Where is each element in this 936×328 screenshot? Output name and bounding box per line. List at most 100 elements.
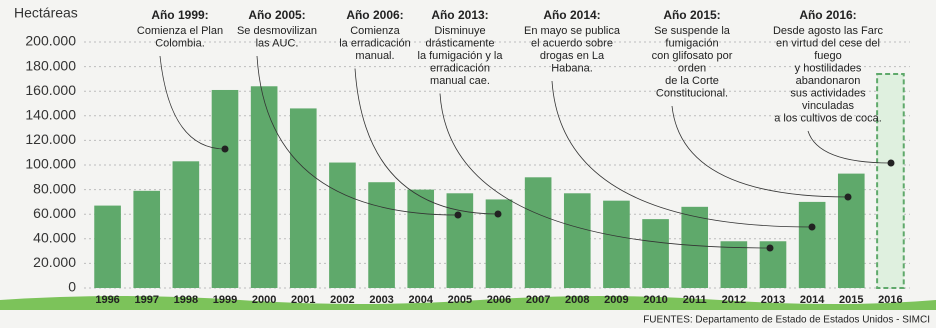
bar: [133, 190, 161, 288]
y-tick-label: 60.000: [33, 205, 76, 221]
bars: [94, 72, 905, 290]
grass: [0, 296, 936, 310]
leader-line: [256, 55, 459, 216]
x-tick-label: 1999: [213, 294, 237, 306]
annotation-line: fumigación: [665, 37, 718, 49]
leader-line: [671, 105, 849, 198]
bar: [837, 173, 865, 288]
annotation-line: abandonaron: [796, 75, 861, 87]
annotation-line: Habana.: [551, 62, 593, 74]
annotation-title: Año 2014:: [543, 8, 600, 22]
y-tick-label: 120.000: [25, 131, 76, 147]
labels: 0 20.000 40.000 60.000 80.000 100.000 120.000 1…: [25, 33, 902, 306]
x-tick-label: 2014: [800, 294, 825, 306]
annotation-line: manual.: [355, 50, 394, 62]
x-tick-label: 2013: [761, 294, 785, 306]
x-tick-label: 2011: [683, 294, 707, 306]
leader-line: [439, 93, 771, 249]
x-tick-label: 2009: [604, 294, 628, 306]
y-tick-label: 160.000: [25, 82, 76, 98]
bar: [407, 189, 435, 288]
y-tick-label: 80.000: [33, 180, 76, 196]
leader-line: [354, 68, 499, 215]
bar: [94, 205, 121, 288]
y-tick-label: 0: [68, 279, 76, 295]
annotation-title: Año 2016:: [799, 8, 856, 22]
annotation-line: fuego: [814, 50, 842, 62]
leader-dot: [454, 211, 462, 219]
leader-line: [551, 80, 813, 228]
y-tick-label: 200.000: [25, 33, 76, 49]
annotation-line: orden: [678, 62, 706, 74]
annotation-line: Constitucional.: [656, 87, 728, 99]
y-tick-label: 100.000: [25, 156, 76, 172]
y-axis-label: Hectáreas: [14, 5, 78, 21]
bar: [876, 72, 905, 290]
bar: [642, 219, 669, 288]
x-tick-label: 2015: [839, 294, 863, 306]
leader-dot: [766, 244, 774, 252]
x-tick-label: 2003: [369, 294, 393, 306]
x-tick-label: 2000: [252, 294, 276, 306]
leader-dot: [494, 210, 502, 218]
annotation-line: drogas en La: [540, 50, 605, 62]
annotation-line: el acuerdo sobre: [531, 37, 613, 49]
bar: [250, 86, 278, 288]
leader-line: [159, 55, 226, 150]
source: FUENTES: Departamento de Estado de Estad…: [643, 315, 930, 326]
leader-line: [807, 130, 892, 164]
annotation-line: Comienza: [350, 25, 400, 37]
leader-dot: [221, 145, 229, 153]
annotation-title: Año 1999:: [151, 8, 208, 22]
annotation-line: Disminuye: [434, 25, 485, 37]
annotation-line: vinculadas: [802, 100, 854, 112]
annotation-line: Desde agosto las Farc: [773, 25, 884, 37]
annotation-title: Año 2006:: [346, 8, 403, 22]
bar: [563, 193, 591, 288]
x-tick-label: 2002: [330, 294, 354, 306]
annotation-line: sus actividades: [790, 87, 866, 99]
annotation-line: manual cae.: [430, 75, 490, 87]
bar: [211, 89, 239, 288]
x-tick-label: 2012: [722, 294, 746, 306]
annotation-line: con glifosato por: [652, 50, 733, 62]
bar: [681, 206, 709, 288]
bar: [329, 162, 356, 288]
bar: [798, 201, 826, 288]
x-tick-label: 2007: [526, 294, 550, 306]
annotation-line: la fumigación y la: [418, 50, 504, 62]
x-tick-label: 2004: [408, 294, 433, 306]
x-tick-label: 1997: [134, 294, 158, 306]
bar: [524, 177, 552, 288]
annotation-line: Comienza el Plan: [137, 25, 223, 37]
x-tick-label: 1996: [95, 294, 119, 306]
annotation-title: Año 2005:: [248, 8, 305, 22]
x-tick-label: 2008: [565, 294, 589, 306]
annotation-line: Se desmovilizan: [237, 25, 317, 37]
annotation-line: en virtud del cese del: [776, 37, 880, 49]
annotation-line: Colombia.: [155, 37, 205, 49]
bar: [720, 241, 748, 288]
annotation-title: Año 2015:: [663, 8, 720, 22]
annotation-line: drásticamente: [425, 37, 494, 49]
x-tick-label: 2001: [291, 294, 315, 306]
x-tick-label: 1998: [174, 294, 198, 306]
x-tick-label: 2006: [487, 294, 511, 306]
annotation-line: En mayo se publica: [524, 25, 621, 37]
bar: [172, 161, 200, 288]
annotation-line: de la Corte: [665, 75, 719, 87]
bar: [446, 193, 474, 288]
annotation-line: y hostilidades: [795, 62, 862, 74]
x-tick-label: 2010: [643, 294, 667, 306]
annotation-line: la erradicación: [339, 37, 411, 49]
x-tick-label: 2016: [878, 294, 902, 306]
annotation-title: Año 2013:: [431, 8, 488, 22]
y-tick-label: 180.000: [25, 57, 76, 73]
bar: [368, 182, 395, 288]
y-tick-label: 140.000: [25, 107, 76, 123]
leader-dot: [887, 159, 895, 167]
leader-dot: [808, 223, 816, 231]
y-tick-label: 40.000: [33, 230, 76, 246]
